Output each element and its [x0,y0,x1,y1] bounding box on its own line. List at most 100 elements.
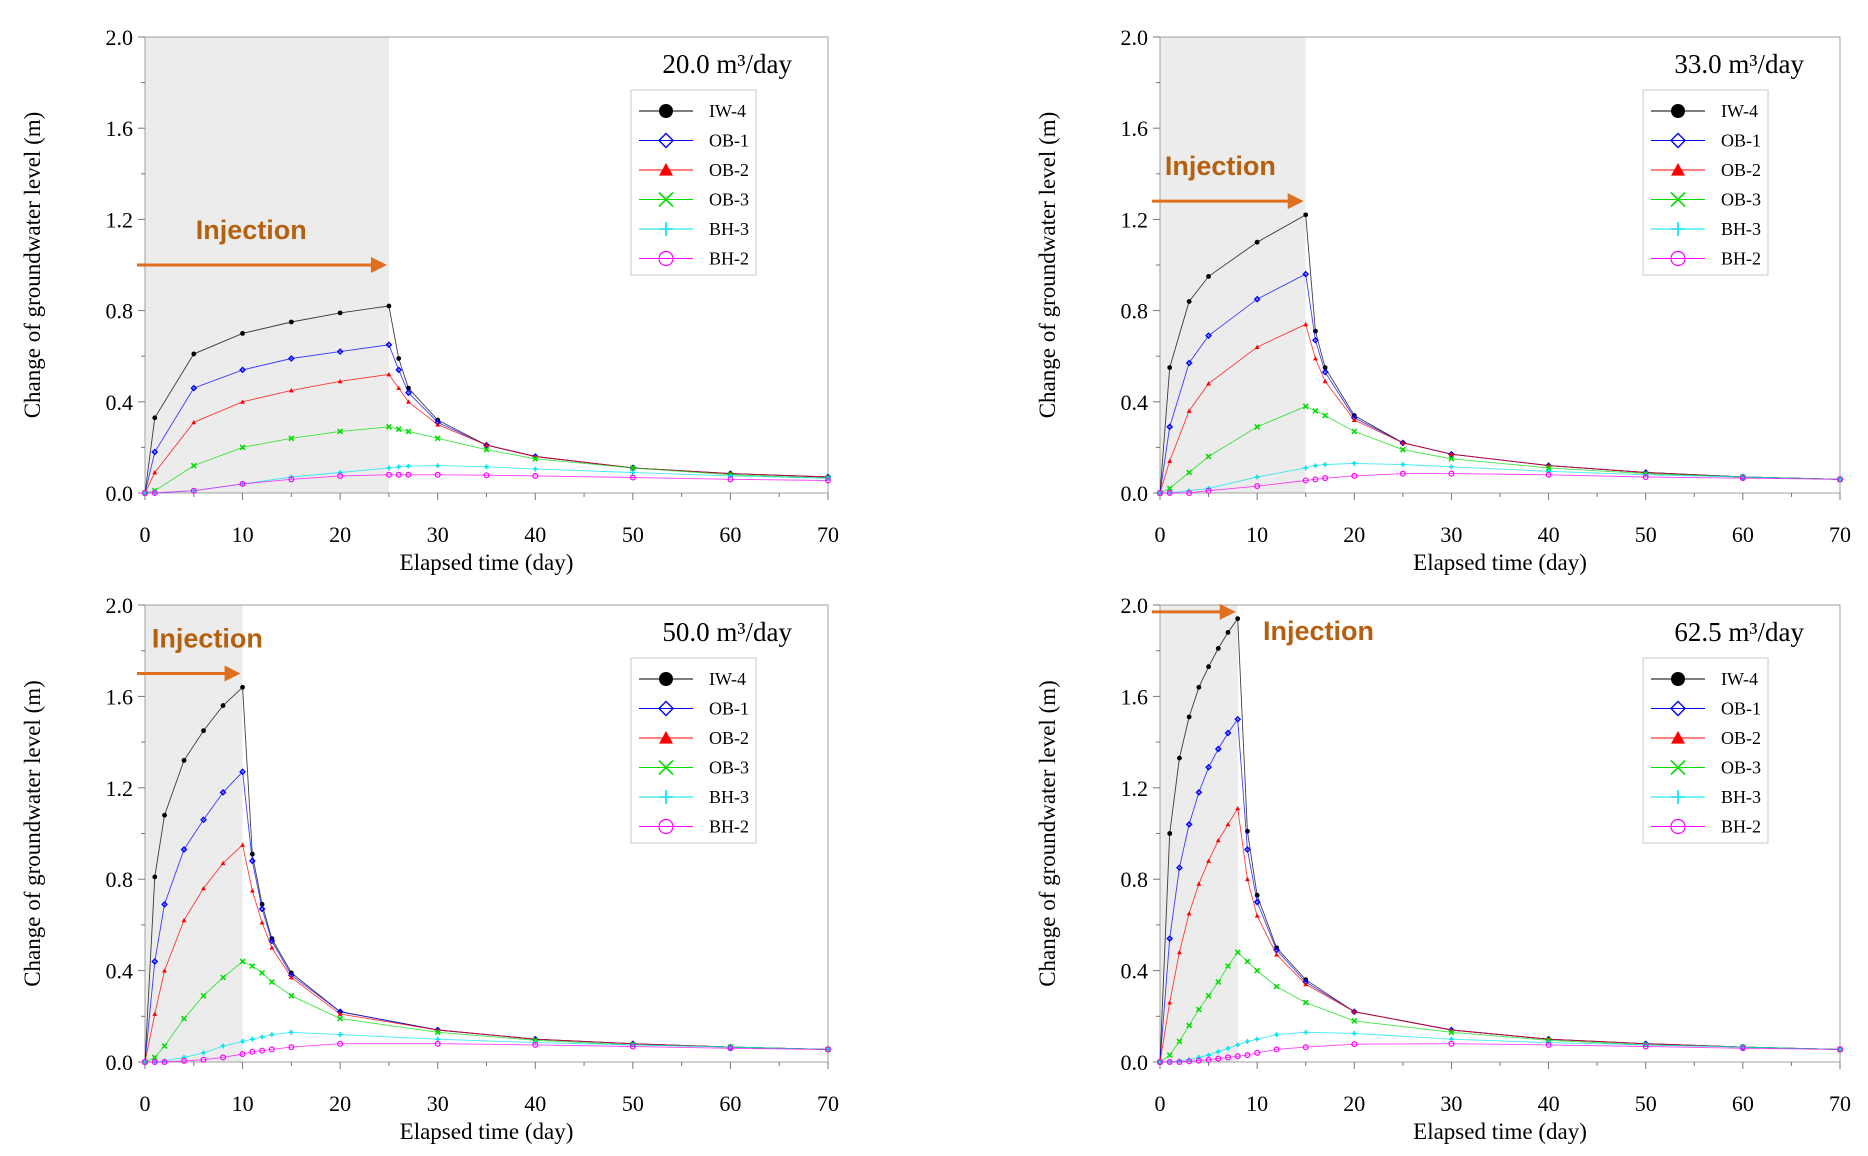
legend-label: OB-3 [709,758,749,778]
data-point-iw-4 [1186,714,1192,720]
data-point-ob-1 [268,937,276,945]
x-axis-title: Elapsed time (day) [1413,550,1587,575]
legend-marker [1671,104,1685,118]
data-point-bh-2 [1186,1058,1193,1065]
data-point-bh-2 [1166,490,1173,497]
data-point-bh-2 [1205,487,1212,494]
injection-rate-label: 20.0 m³/day [662,49,792,79]
legend-label: OB-1 [709,699,749,719]
data-point-bh-2 [1186,490,1193,497]
data-point-ob-3 [1244,958,1251,965]
x-tick-label: 40 [524,1091,546,1116]
data-point-ob-3 [1176,1038,1183,1045]
injection-rate-label: 62.5 m³/day [1674,617,1804,647]
data-point-ob-1 [200,816,207,824]
data-point-bh-2 [1156,490,1163,497]
data-point-ob-1 [151,448,159,456]
x-tick-label: 20 [329,1091,351,1116]
data-point-bh-3 [484,464,489,470]
data-point-ob-3 [239,958,246,965]
data-point-ob-2 [1206,381,1211,386]
data-point-bh-3 [1303,1029,1309,1035]
data-point-bh-2 [1312,476,1319,483]
data-point-ob-1 [1224,729,1232,737]
data-point-ob-3 [1215,979,1222,985]
data-point-ob-3 [268,979,275,985]
data-point-ob-2 [1215,837,1221,843]
data-point-ob-1 [405,389,412,397]
legend-marker [658,700,674,717]
data-point-bh-2 [1302,1044,1309,1051]
data-point-bh-2 [1205,1056,1212,1063]
series-line-bh-3 [145,1031,829,1063]
legend-marker [658,132,674,149]
data-point-bh-2 [142,490,149,497]
data-point-ob-3 [1545,464,1552,471]
injection-arrow-head [370,257,387,273]
legend-marker [1671,672,1685,686]
data-point-ob-2 [259,920,265,925]
data-point-ob-3 [483,446,490,453]
data-point-bh-3 [269,1032,275,1037]
data-point-ob-2 [337,1011,343,1016]
legend-label: IW-4 [709,669,746,689]
data-point-bh-3 [1196,1055,1202,1060]
x-tick-label: 60 [719,522,741,547]
data-point-bh-2 [1642,474,1649,481]
series-line-bh-2 [145,474,829,494]
data-point-ob-3 [1273,983,1280,990]
data-point-bh-2 [151,1058,158,1065]
x-tick-label: 50 [1635,1091,1657,1116]
data-point-bh-2 [532,1041,539,1048]
data-point-ob-2 [191,419,197,425]
data-point-ob-3 [249,963,256,969]
data-point-ob-2 [1303,981,1309,987]
injection-rate-label: 33.0 m³/day [1674,49,1804,79]
y-tick-label: 1.2 [1121,207,1149,232]
data-point-bh-2 [1302,477,1309,484]
legend-label: IW-4 [1721,669,1758,689]
data-point-ob-3 [434,435,441,442]
data-point-bh-3 [1254,1036,1260,1042]
data-point-bh-2 [1642,1043,1649,1050]
data-point-ob-1 [1244,846,1251,853]
x-tick-label: 40 [1538,1091,1560,1116]
data-point-bh-3 [1274,1032,1279,1037]
injection-label: Injection [152,624,263,654]
data-point-bh-2 [1545,1041,1552,1048]
data-point-ob-1 [258,905,266,913]
data-point-bh-3 [1351,460,1357,466]
data-point-ob-2 [1186,911,1192,916]
legend-box [630,657,757,844]
data-point-bh-2 [1156,1058,1163,1065]
injection-label: Injection [1165,151,1276,181]
data-point-bh-3 [240,1039,245,1044]
y-tick-label: 0.0 [1121,1050,1149,1075]
data-point-ob-3 [1351,428,1358,435]
data-point-bh-3 [201,1050,206,1056]
data-point-iw-4 [191,351,197,357]
data-point-ob-2 [152,470,158,475]
data-point-ob-1 [1185,820,1193,828]
data-point-bh-2 [1836,1046,1843,1053]
data-point-iw-4 [1167,831,1173,836]
data-point-iw-4 [1225,630,1231,635]
data-point-bh-3 [1254,474,1260,480]
data-point-ob-1 [287,355,295,362]
data-point-bh-3 [406,463,411,469]
data-point-bh-2 [239,480,246,487]
data-point-iw-4 [337,310,343,316]
x-tick-label: 60 [1732,522,1754,547]
data-point-ob-1 [395,366,403,374]
data-point-ob-3 [288,992,295,999]
data-point-bh-2 [1244,1052,1251,1059]
y-tick-label: 1.6 [106,116,134,141]
x-tick-label: 50 [622,1091,644,1116]
data-point-bh-2 [151,490,158,497]
x-tick-label: 30 [1440,1091,1462,1116]
data-point-iw-4 [1206,274,1211,279]
data-point-bh-2 [727,1045,734,1052]
y-tick-label: 0.8 [1121,867,1149,892]
data-point-ob-2 [1177,949,1182,955]
data-point-bh-2 [434,1040,441,1047]
